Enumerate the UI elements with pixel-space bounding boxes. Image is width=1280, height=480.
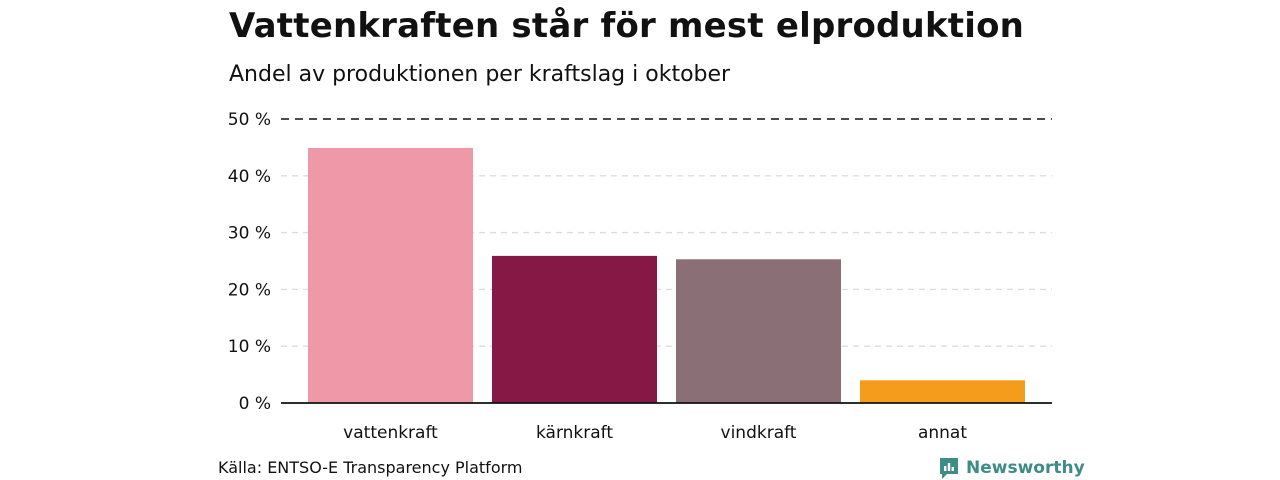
y-tick-label: 30 %	[228, 224, 271, 244]
bar-1	[492, 255, 657, 403]
x-tick-label: vindkraft	[721, 423, 797, 443]
y-tick-label: 50 %	[228, 110, 271, 130]
y-tick-label: 20 %	[228, 280, 271, 300]
newsworthy-logo-icon	[940, 458, 958, 479]
chart-title: Vattenkraften står för mest elproduktion	[229, 6, 1025, 46]
y-tick-label: 0 %	[239, 394, 271, 414]
x-tick-label: annat	[918, 423, 967, 443]
brand-name: Newsworthy	[966, 458, 1085, 478]
x-tick-label: vattenkraft	[343, 423, 438, 443]
y-tick-label: 40 %	[228, 167, 271, 187]
brand-logo: Newsworthy	[938, 456, 1085, 480]
bar-0	[308, 147, 473, 403]
y-tick-label: 10 %	[228, 337, 271, 357]
x-tick-label: kärnkraft	[536, 423, 613, 443]
chart-subtitle: Andel av produktionen per kraftslag i ok…	[229, 62, 731, 87]
bar-3	[860, 380, 1025, 403]
bar-2	[676, 259, 841, 403]
source-note: Källa: ENTSO-E Transparency Platform	[218, 458, 523, 477]
